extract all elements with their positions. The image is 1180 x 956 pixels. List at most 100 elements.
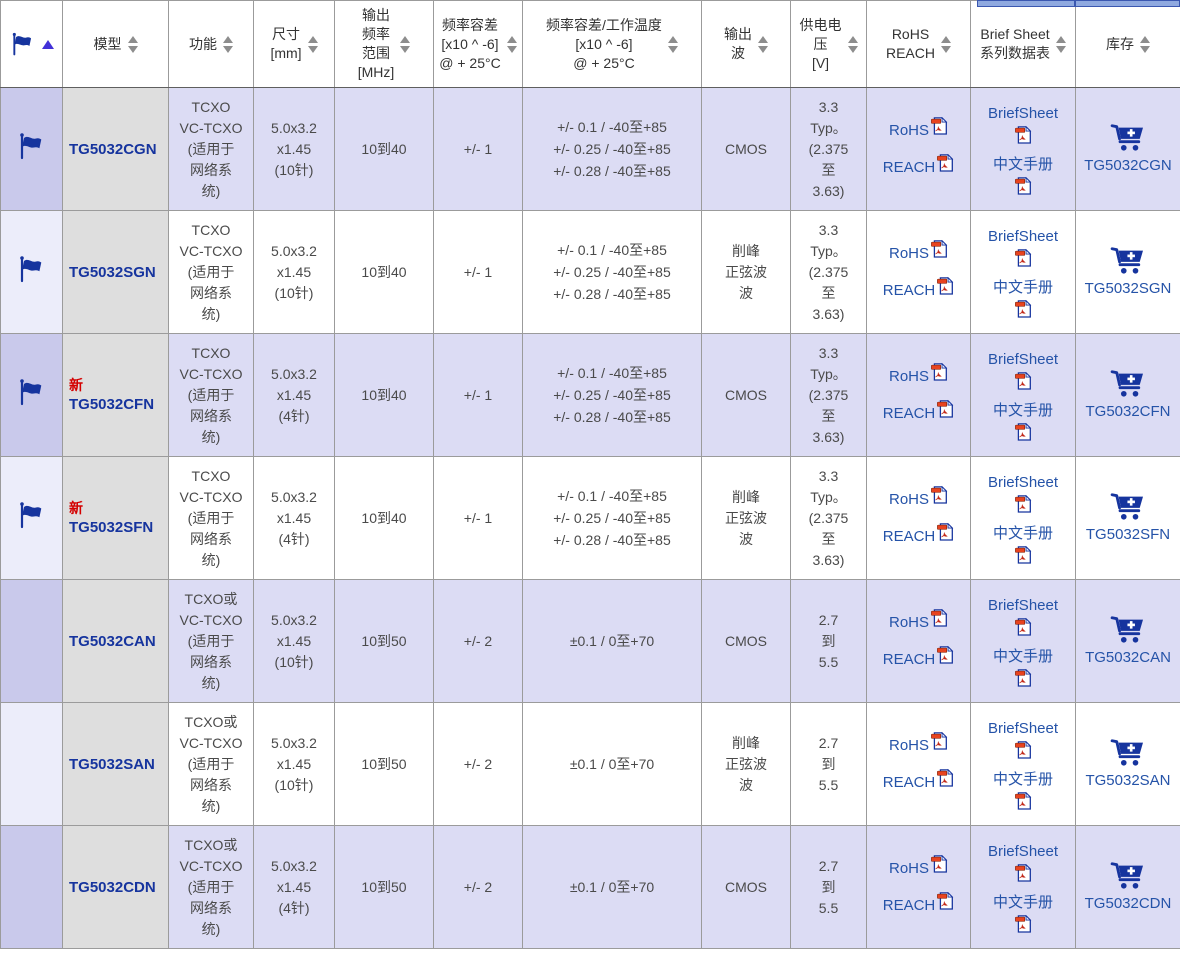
rohs-link[interactable]: RoHS — [888, 614, 929, 631]
chinese-manual-link[interactable]: 中文手册 — [992, 648, 1053, 665]
chinese-manual-link[interactable]: 中文手册 — [992, 525, 1053, 542]
row-flag-icon[interactable] — [17, 131, 47, 161]
reach-link[interactable]: REACH — [882, 528, 936, 545]
pdf-icon[interactable] — [937, 522, 954, 541]
model-link[interactable]: TG5032CGN — [69, 140, 157, 158]
brief-sheet-link[interactable]: BriefSheet — [987, 720, 1059, 737]
rohs-link[interactable]: RoHS — [888, 737, 929, 754]
model-link[interactable]: TG5032CFN — [69, 395, 155, 413]
pdf-icon[interactable] — [937, 645, 954, 664]
chinese-manual-link[interactable]: 中文手册 — [992, 771, 1053, 788]
column-header-flag[interactable] — [0, 0, 63, 88]
reach-link[interactable]: REACH — [882, 159, 936, 176]
column-header-function[interactable]: 功能 — [168, 0, 254, 88]
pdf-icon[interactable] — [1014, 299, 1032, 318]
reach-link[interactable]: REACH — [882, 651, 936, 668]
pdf-icon[interactable] — [1014, 176, 1032, 195]
add-to-cart-icon[interactable] — [1110, 614, 1146, 644]
add-to-cart-icon[interactable] — [1110, 245, 1146, 275]
pdf-icon[interactable] — [1014, 545, 1032, 564]
rohs-link[interactable]: RoHS — [888, 368, 929, 385]
flag-cell[interactable] — [0, 333, 63, 457]
brief-sheet-link[interactable]: BriefSheet — [987, 351, 1059, 368]
pdf-icon[interactable] — [937, 276, 954, 295]
stock-model-link[interactable]: TG5032SFN — [1085, 526, 1171, 543]
pdf-icon[interactable] — [1014, 740, 1032, 759]
reach-link[interactable]: REACH — [882, 405, 936, 422]
add-to-cart-icon[interactable] — [1110, 860, 1146, 890]
pdf-icon[interactable] — [931, 239, 948, 258]
pdf-icon[interactable] — [1014, 668, 1032, 687]
model-link[interactable]: TG5032SFN — [69, 518, 154, 536]
column-header-freq-tolerance-temp[interactable]: 频率容差/工作温度 [x10 ^ -6] @ + 25°C — [522, 0, 702, 88]
pdf-icon[interactable] — [1014, 371, 1032, 390]
column-header-size[interactable]: 尺寸 [mm] — [253, 0, 335, 88]
model-link[interactable]: TG5032SGN — [69, 263, 156, 281]
rohs-link[interactable]: RoHS — [888, 491, 929, 508]
pdf-icon[interactable] — [937, 768, 954, 787]
brief-sheet-link[interactable]: BriefSheet — [987, 474, 1059, 491]
row-flag-icon[interactable] — [17, 254, 47, 284]
row-flag-icon[interactable] — [17, 500, 47, 530]
reach-link[interactable]: REACH — [882, 774, 936, 791]
rohs-link[interactable]: RoHS — [888, 860, 929, 877]
brief-sheet-link[interactable]: BriefSheet — [987, 228, 1059, 245]
stock-model-link[interactable]: TG5032CAN — [1085, 649, 1171, 666]
column-header-rohs-reach[interactable]: RoHS REACH — [866, 0, 971, 88]
pdf-icon[interactable] — [1014, 617, 1032, 636]
rohs-link[interactable]: RoHS — [888, 245, 929, 262]
reach-link[interactable]: REACH — [882, 282, 936, 299]
add-to-cart-icon[interactable] — [1110, 122, 1146, 152]
stock-model-link[interactable]: TG5032CGN — [1084, 157, 1172, 174]
pdf-icon[interactable] — [1014, 863, 1032, 882]
add-to-cart-icon[interactable] — [1110, 368, 1146, 398]
chinese-manual-link[interactable]: 中文手册 — [992, 894, 1053, 911]
pdf-icon[interactable] — [931, 608, 948, 627]
pdf-icon[interactable] — [937, 153, 954, 172]
pdf-icon[interactable] — [931, 116, 948, 135]
brief-sheet-link[interactable]: BriefSheet — [987, 105, 1059, 122]
column-header-output-wave[interactable]: 输出 波 — [701, 0, 791, 88]
column-header-brief-sheet[interactable]: Brief Sheet 系列数据表 — [970, 0, 1076, 88]
flag-cell[interactable] — [0, 210, 63, 334]
model-link[interactable]: TG5032CDN — [69, 878, 156, 896]
stock-model-link[interactable]: TG5032SGN — [1084, 280, 1172, 297]
column-header-supply-voltage[interactable]: 供电电 压 [V] — [790, 0, 867, 88]
pdf-icon[interactable] — [1014, 494, 1032, 513]
flag-cell[interactable] — [0, 579, 63, 703]
reach-link[interactable]: REACH — [882, 897, 936, 914]
column-header-freq-tolerance[interactable]: 频率容差 [x10 ^ -6] @ + 25°C — [433, 0, 523, 88]
brief-sheet-link[interactable]: BriefSheet — [987, 843, 1059, 860]
flag-cell[interactable] — [0, 825, 63, 949]
model-link[interactable]: TG5032SAN — [69, 755, 155, 773]
flag-cell[interactable] — [0, 702, 63, 826]
column-header-model[interactable]: 模型 — [62, 0, 169, 88]
chinese-manual-link[interactable]: 中文手册 — [992, 156, 1053, 173]
column-header-stock[interactable]: 库存 — [1075, 0, 1180, 88]
flag-cell[interactable] — [0, 456, 63, 580]
pdf-icon[interactable] — [931, 731, 948, 750]
pdf-icon[interactable] — [931, 854, 948, 873]
pdf-icon[interactable] — [937, 891, 954, 910]
pdf-icon[interactable] — [1014, 248, 1032, 267]
brief-sheet-link[interactable]: BriefSheet — [987, 597, 1059, 614]
add-to-cart-icon[interactable] — [1110, 737, 1146, 767]
chinese-manual-link[interactable]: 中文手册 — [992, 402, 1053, 419]
pdf-icon[interactable] — [1014, 791, 1032, 810]
column-header-freq-range[interactable]: 输出 频率 范围 [MHz] — [334, 0, 434, 88]
stock-model-link[interactable]: TG5032SAN — [1085, 772, 1171, 789]
row-flag-icon[interactable] — [17, 377, 47, 407]
stock-model-link[interactable]: TG5032CFN — [1085, 403, 1171, 420]
pdf-icon[interactable] — [931, 485, 948, 504]
add-to-cart-icon[interactable] — [1110, 491, 1146, 521]
model-link[interactable]: TG5032CAN — [69, 632, 156, 650]
rohs-link[interactable]: RoHS — [888, 122, 929, 139]
flag-cell[interactable] — [0, 87, 63, 211]
pdf-icon[interactable] — [1014, 422, 1032, 441]
chinese-manual-link[interactable]: 中文手册 — [992, 279, 1053, 296]
pdf-icon[interactable] — [937, 399, 954, 418]
pdf-icon[interactable] — [1014, 914, 1032, 933]
stock-model-link[interactable]: TG5032CDN — [1084, 895, 1172, 912]
pdf-icon[interactable] — [931, 362, 948, 381]
pdf-icon[interactable] — [1014, 125, 1032, 144]
